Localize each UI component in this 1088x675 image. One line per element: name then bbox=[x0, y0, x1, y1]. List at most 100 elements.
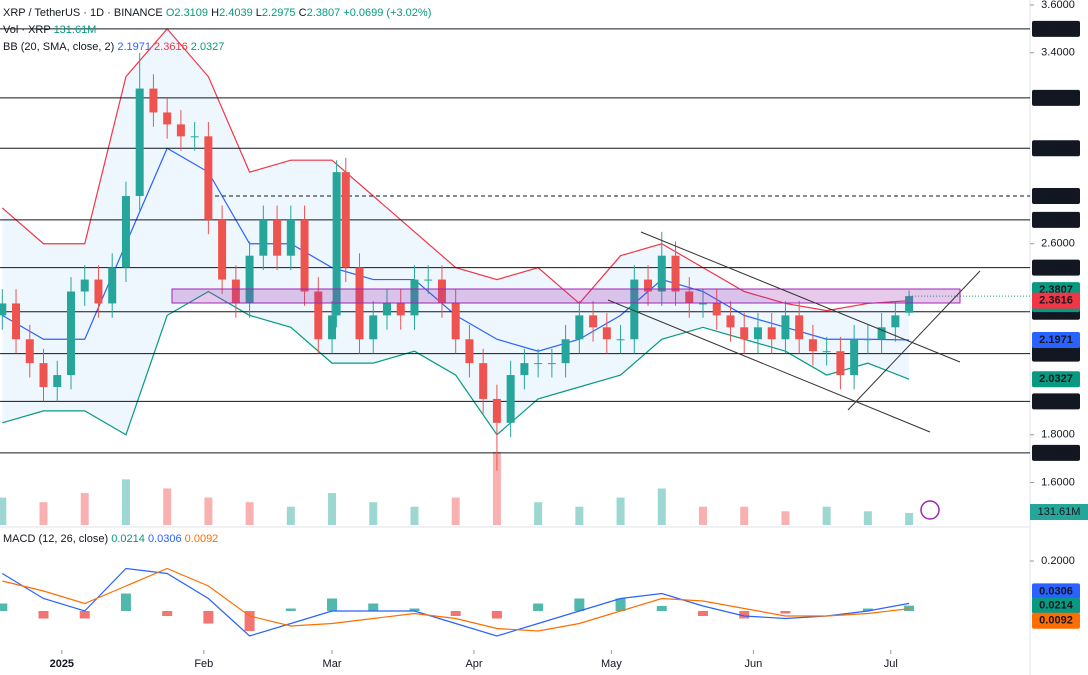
candle-body bbox=[616, 339, 625, 341]
level-badge bbox=[1032, 211, 1080, 228]
label: Vol · XRP bbox=[3, 24, 51, 36]
candle-body bbox=[286, 219, 295, 256]
level-label: 3.5000 bbox=[1039, 23, 1073, 35]
candle-body bbox=[176, 124, 185, 137]
volume-bar bbox=[781, 511, 790, 525]
trendline bbox=[847, 270, 981, 411]
volume-bar bbox=[245, 502, 254, 525]
value: 2.3807 bbox=[307, 7, 341, 19]
label: O bbox=[166, 7, 175, 19]
macd-histogram bbox=[739, 611, 750, 619]
value: 2.3616 bbox=[154, 41, 188, 53]
price-badge bbox=[1032, 292, 1080, 309]
macd-legend: MACD (12, 26, close) 0.0214 0.0306 0.009… bbox=[3, 533, 218, 545]
candle-body bbox=[259, 219, 268, 256]
candle-body bbox=[204, 136, 213, 220]
level-label: 2.7000 bbox=[1039, 214, 1073, 226]
volume-bar bbox=[410, 506, 419, 525]
candle-body bbox=[437, 279, 446, 304]
x-tick-label: May bbox=[601, 658, 622, 670]
macd-badge bbox=[1032, 583, 1080, 600]
candle-body bbox=[341, 172, 350, 268]
candle-body bbox=[561, 339, 570, 364]
candle-body bbox=[657, 255, 666, 292]
label: MACD (12, 26, close) bbox=[3, 533, 108, 545]
candle-body bbox=[877, 327, 886, 340]
level-label: 3.2110 bbox=[1039, 92, 1072, 104]
header-line: XRP / TetherUS · 1D · BINANCE O2.3109 H2… bbox=[3, 7, 431, 19]
candle-body bbox=[753, 327, 762, 340]
value: 2.3109 bbox=[174, 7, 208, 19]
candle-body bbox=[12, 303, 21, 340]
volume-bar bbox=[863, 511, 872, 525]
volume-bar bbox=[204, 497, 213, 525]
volume-badge bbox=[1030, 504, 1088, 520]
price-label: 2.1971 bbox=[1039, 334, 1073, 346]
candle-body bbox=[836, 351, 845, 376]
macd-histogram bbox=[79, 611, 90, 619]
candle-body bbox=[273, 219, 282, 256]
volume-bar bbox=[575, 506, 584, 525]
candle-body bbox=[0, 303, 7, 316]
candle-body bbox=[712, 303, 721, 316]
level-badge bbox=[1032, 345, 1080, 362]
trendline bbox=[640, 231, 961, 363]
macd-badge-label: 0.0092 bbox=[1039, 615, 1073, 627]
candle-body bbox=[108, 267, 117, 304]
flash-icon[interactable] bbox=[920, 500, 940, 520]
macd-histogram bbox=[409, 608, 420, 611]
volume-bar bbox=[0, 497, 7, 525]
value: 0.0092 bbox=[185, 533, 219, 545]
candle-body bbox=[451, 303, 460, 340]
candle-body bbox=[506, 375, 515, 423]
volume-bar bbox=[616, 497, 625, 525]
price-badge bbox=[1032, 331, 1080, 348]
price-label: 2.3616 bbox=[1039, 295, 1073, 307]
value: 131.61M bbox=[54, 24, 97, 36]
candle-body bbox=[547, 363, 556, 365]
candle-body bbox=[685, 291, 694, 304]
level-badge bbox=[1032, 89, 1080, 106]
candle-body bbox=[602, 327, 611, 340]
macd-histogram bbox=[368, 603, 379, 611]
candle-body bbox=[190, 136, 199, 138]
volume-label: 131.61M bbox=[1038, 506, 1081, 518]
level-label: 1.9400 bbox=[1039, 395, 1073, 407]
macd-histogram bbox=[615, 598, 626, 611]
x-tick-label: Apr bbox=[465, 658, 482, 670]
candle-body bbox=[396, 303, 405, 316]
price-badge bbox=[1032, 371, 1080, 388]
macd-histogram bbox=[203, 611, 214, 624]
symbol: XRP / TetherUS · 1D · BINANCE bbox=[3, 7, 163, 19]
level-label: 2.1400 bbox=[1039, 347, 1073, 359]
macd-histogram bbox=[656, 606, 667, 611]
candle-body bbox=[53, 375, 62, 388]
volume-bar bbox=[657, 488, 666, 525]
volume-bar bbox=[905, 512, 914, 525]
macd-badge bbox=[1032, 612, 1080, 629]
candle-body bbox=[740, 327, 749, 340]
candle-body bbox=[218, 219, 227, 280]
x-tick-label: Jul bbox=[884, 658, 898, 670]
candle-body bbox=[245, 255, 254, 304]
level-badge bbox=[1032, 20, 1080, 37]
macd-histogram bbox=[162, 611, 173, 616]
candle-body bbox=[328, 315, 337, 340]
volume-bar bbox=[492, 451, 501, 525]
volume-bar bbox=[740, 506, 749, 525]
macd-histogram bbox=[904, 605, 915, 611]
volume-bar bbox=[163, 488, 172, 525]
macd-histogram bbox=[285, 608, 296, 611]
volume-bar bbox=[328, 493, 337, 525]
y-tick-label: 2.6000 bbox=[1041, 238, 1075, 250]
level-badge bbox=[1032, 444, 1080, 461]
x-tick-label: Mar bbox=[323, 658, 342, 670]
level-label: 2.8000 bbox=[1039, 190, 1073, 202]
value: 0.0306 bbox=[148, 533, 182, 545]
level-label: 3.0000 bbox=[1039, 142, 1073, 154]
candle-body bbox=[369, 315, 378, 340]
change: +0.0699 (+3.02%) bbox=[343, 7, 431, 19]
volume-legend: Vol · XRP 131.61M bbox=[3, 24, 96, 36]
